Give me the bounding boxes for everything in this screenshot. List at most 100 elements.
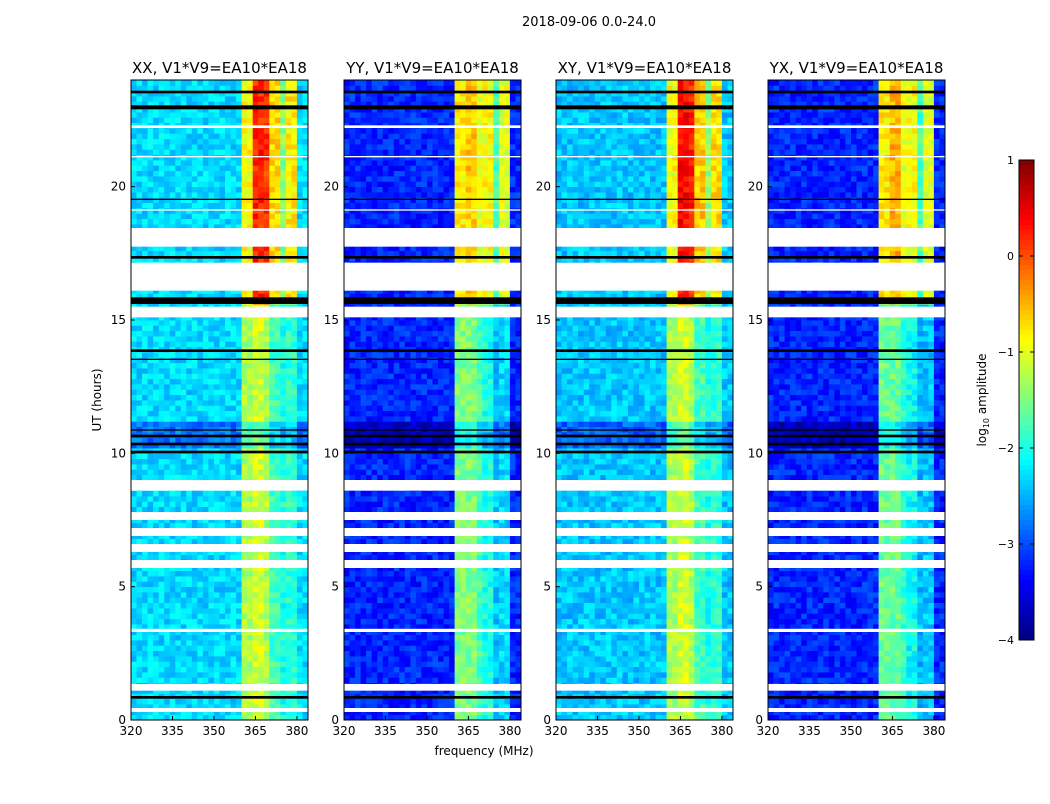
heatmap-cell	[291, 576, 297, 582]
heatmap-cell	[153, 416, 159, 422]
heatmap-cell	[361, 555, 367, 561]
heatmap-cell	[344, 645, 350, 651]
heatmap-cell	[231, 251, 237, 257]
heatmap-cell	[186, 677, 192, 683]
heatmap-cell	[275, 139, 281, 145]
heatmap-cell	[170, 96, 176, 102]
heatmap-cell	[460, 571, 466, 577]
heatmap-cell	[214, 619, 220, 625]
heatmap-cell	[131, 619, 137, 625]
heatmap-cell	[297, 80, 303, 86]
heatmap-cell	[197, 197, 203, 203]
heatmap-cell	[427, 651, 433, 657]
heatmap-cell	[258, 677, 264, 683]
heatmap-cell	[153, 555, 159, 561]
heatmap-cell	[247, 149, 253, 155]
heatmap-cell	[493, 619, 499, 625]
heatmap-cell	[197, 613, 203, 619]
heatmap-cell	[275, 192, 281, 198]
heatmap-cell	[355, 555, 361, 561]
x-tick-label: 335	[161, 724, 184, 738]
heatmap-cell	[192, 357, 198, 363]
heatmap-cell	[225, 187, 231, 193]
heatmap-cell	[361, 581, 367, 587]
heatmap-cell	[366, 677, 372, 683]
heatmap-cell	[291, 165, 297, 171]
heatmap-cell	[477, 672, 483, 678]
heatmap-cell	[286, 507, 292, 513]
heatmap-cell	[488, 651, 494, 657]
heatmap-cell	[164, 571, 170, 577]
heatmap-cell	[253, 197, 259, 203]
heatmap-cell	[286, 496, 292, 502]
heatmap-cell	[297, 117, 303, 123]
heatmap-cell	[181, 523, 187, 529]
heatmap-cell	[416, 677, 422, 683]
heatmap-cell	[242, 171, 248, 177]
heatmap-cell	[159, 571, 165, 577]
heatmap-cell	[148, 608, 154, 614]
heatmap-cell	[142, 613, 148, 619]
heatmap-cell	[170, 213, 176, 219]
heatmap-cell	[247, 603, 253, 609]
heatmap-cell	[449, 592, 455, 598]
heatmap-cell	[192, 597, 198, 603]
heatmap-cell	[225, 571, 231, 577]
heatmap-cell	[242, 80, 248, 86]
flagged-row	[131, 708, 308, 712]
heatmap-cell	[275, 320, 281, 326]
heatmap-cell	[297, 144, 303, 150]
heatmap-cell	[510, 597, 516, 603]
heatmap-cell	[186, 475, 192, 481]
heatmap-cell	[148, 672, 154, 678]
heatmap-cell	[175, 128, 181, 134]
heatmap-cell	[242, 587, 248, 593]
heatmap-cell	[488, 539, 494, 545]
heatmap-cell	[186, 251, 192, 257]
heatmap-cell	[142, 85, 148, 91]
heatmap-cell	[131, 651, 137, 657]
heatmap-cell	[131, 491, 137, 497]
heatmap-cell	[214, 597, 220, 603]
heatmap-cell	[444, 640, 450, 646]
heatmap-cell	[297, 336, 303, 342]
heatmap-cell	[220, 219, 226, 225]
heatmap-cell	[159, 144, 165, 150]
heatmap-cell	[488, 597, 494, 603]
heatmap-cell	[186, 379, 192, 385]
heatmap-cell	[493, 555, 499, 561]
heatmap-cell	[275, 421, 281, 427]
heatmap-cell	[225, 117, 231, 123]
heatmap-cell	[175, 661, 181, 667]
heatmap-cell	[383, 677, 389, 683]
heatmap-cell	[444, 576, 450, 582]
heatmap-cell	[488, 571, 494, 577]
heatmap-cell	[214, 661, 220, 667]
heatmap-cell	[225, 181, 231, 187]
heatmap-cell	[449, 597, 455, 603]
heatmap-cell	[192, 379, 198, 385]
heatmap-cell	[192, 373, 198, 379]
heatmap-cell	[214, 219, 220, 225]
heatmap-cell	[280, 341, 286, 347]
heatmap-cell	[208, 219, 214, 225]
heatmap-cell	[361, 592, 367, 598]
heatmap-cell	[242, 117, 248, 123]
heatmap-cell	[366, 672, 372, 678]
heatmap-cell	[488, 581, 494, 587]
heatmap-cell	[258, 640, 264, 646]
heatmap-cell	[236, 496, 242, 502]
heatmap-cell	[153, 501, 159, 507]
heatmap-cell	[131, 656, 137, 662]
heatmap-cell	[208, 144, 214, 150]
heatmap-cell	[377, 587, 383, 593]
heatmap-cell	[159, 640, 165, 646]
heatmap-cell	[159, 357, 165, 363]
heatmap-cell	[197, 96, 203, 102]
heatmap-cell	[142, 491, 148, 497]
heatmap-cell	[203, 619, 209, 625]
heatmap-cell	[510, 592, 516, 598]
heatmap-cell	[170, 619, 176, 625]
heatmap-cell	[405, 667, 411, 673]
heatmap-cell	[383, 672, 389, 678]
